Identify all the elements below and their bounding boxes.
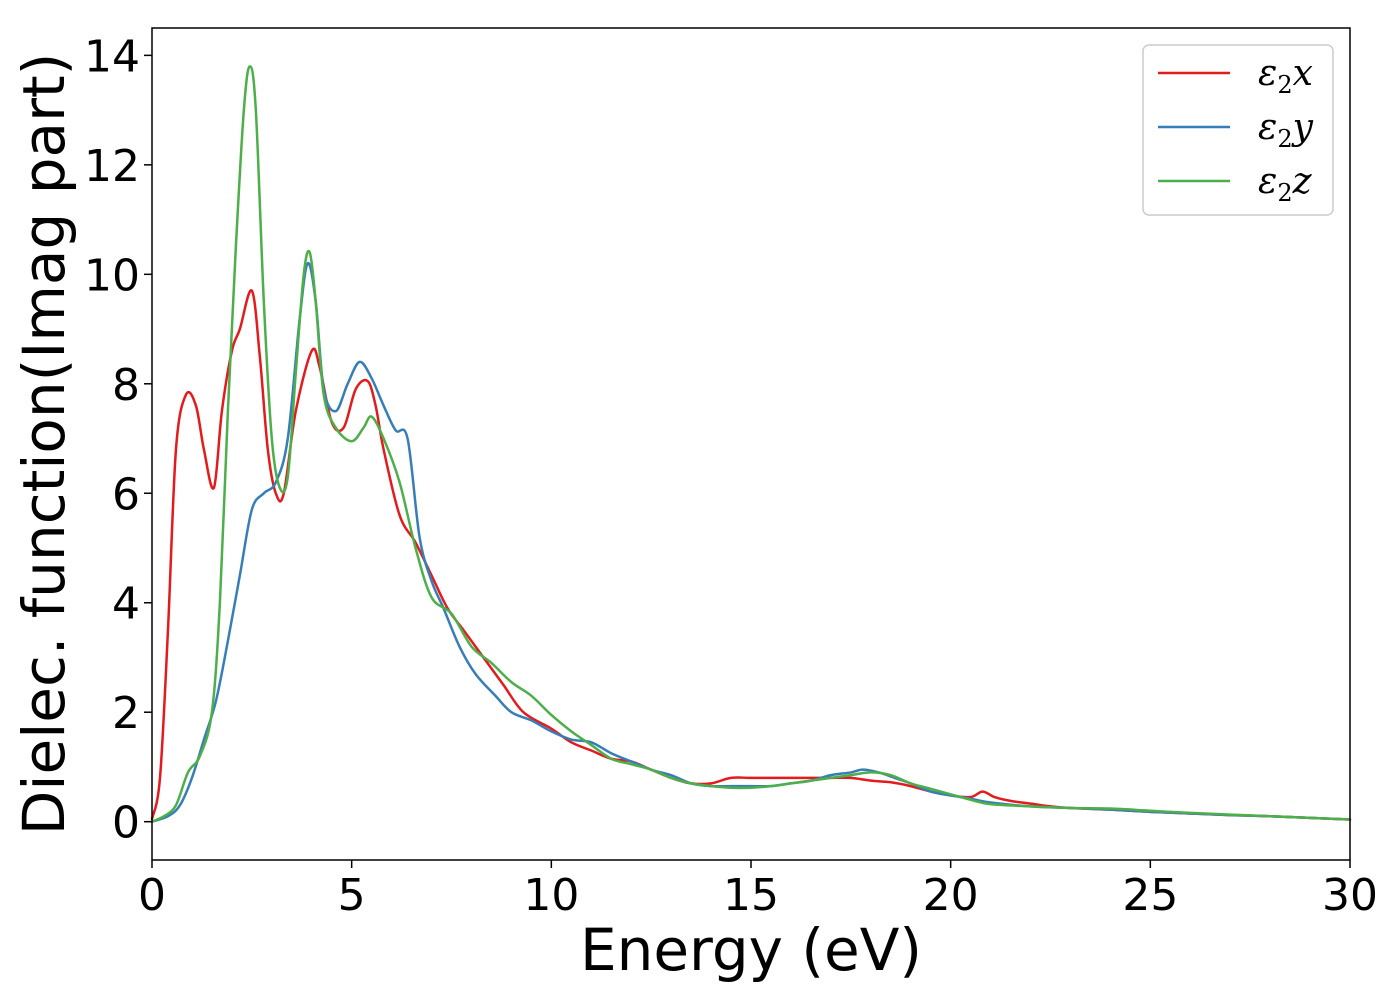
series-layer	[150, 65, 1352, 823]
y-axis-label: Dielec. function(Imag part)	[10, 53, 78, 836]
x-tick-label: 0	[138, 870, 166, 921]
y-tick-label: 8	[112, 360, 140, 411]
series-line-z	[150, 65, 1352, 823]
y-tick-label: 12	[84, 141, 140, 192]
legend: ε2x ε2y ε2z	[1142, 44, 1334, 216]
series-line-x	[150, 289, 1352, 821]
x-tick-label: 20	[923, 870, 979, 921]
y-tick-label: 14	[84, 31, 140, 82]
y-tick-label: 0	[112, 798, 140, 849]
legend-label-y: ε2y	[1258, 107, 1314, 153]
x-tick-label: 5	[338, 870, 366, 921]
x-tick-label: 15	[723, 870, 779, 921]
legend-frame	[1142, 44, 1334, 216]
legend-entries: ε2x ε2y ε2z	[1158, 53, 1314, 207]
y-tick-label: 4	[112, 579, 140, 630]
x-axis-ticks: 0 5 10 15 20 25 30	[138, 860, 1378, 921]
x-axis-label: Energy (eV)	[580, 916, 922, 984]
x-tick-label: 30	[1322, 870, 1378, 921]
legend-label-z: ε2z	[1258, 161, 1313, 207]
x-tick-label: 10	[523, 870, 579, 921]
x-tick-label: 25	[1122, 870, 1178, 921]
y-tick-label: 6	[112, 469, 140, 520]
y-tick-label: 2	[112, 688, 140, 739]
y-axis-ticks: 0 2 4 6 8 10 12 14	[84, 31, 152, 849]
legend-label-x: ε2x	[1258, 53, 1313, 99]
y-tick-label: 10	[84, 250, 140, 301]
